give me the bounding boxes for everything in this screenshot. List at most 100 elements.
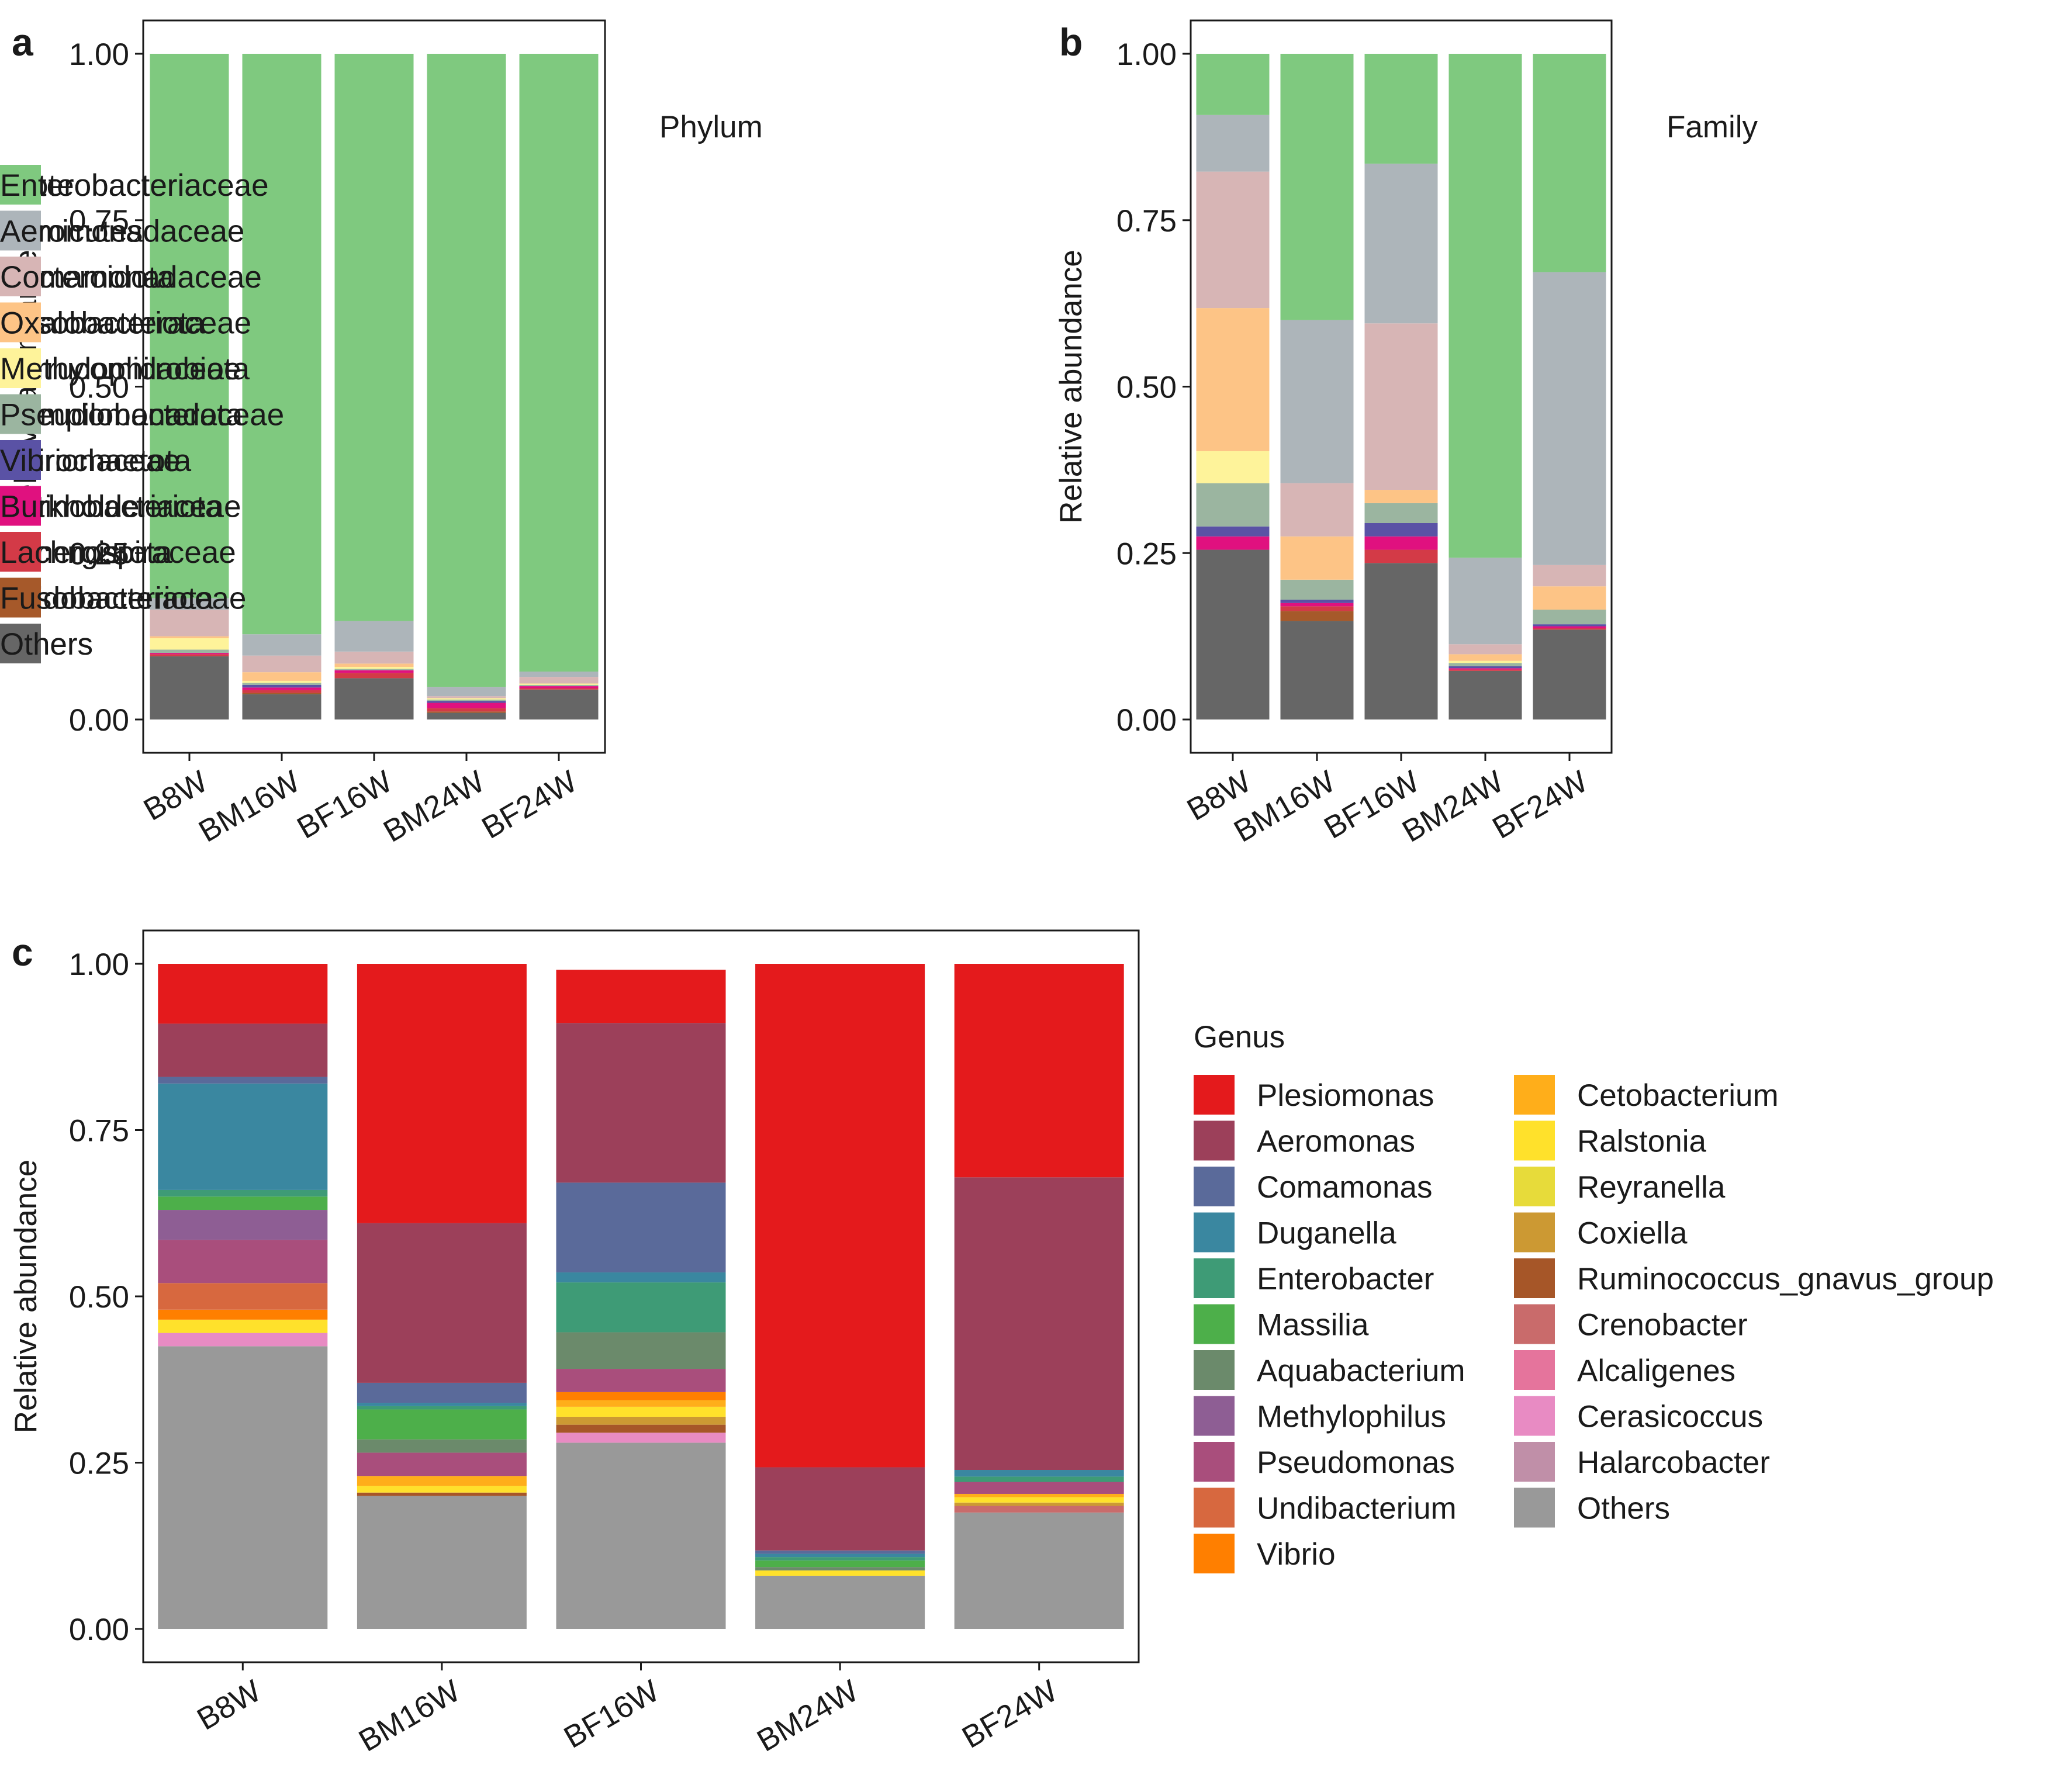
bar-segment-comamonadaceae: [1448, 644, 1522, 655]
bar-segment-lachnospiraceae: [1448, 669, 1522, 671]
bar-segment-enterobacteriaceae: [1448, 54, 1522, 558]
legend-label: Coxiella: [1577, 1216, 1688, 1251]
bar-segment-proteobacteria: [242, 54, 321, 635]
legend-label: Reyranella: [1577, 1170, 1726, 1205]
bar-segment-campilobacterota: [519, 684, 599, 687]
legend-label: Halarcobacter: [1577, 1445, 1770, 1480]
bar-segment-pseudomonas: [556, 1369, 726, 1392]
bar-segment-campilobacterota: [242, 683, 321, 685]
bar-segment-others: [150, 656, 229, 719]
y-axis-title: Relative abundance: [1054, 250, 1088, 524]
bar-segment-others: [242, 694, 321, 719]
bar-segment-vibrio: [158, 1309, 328, 1320]
bar-segment-firmicutes: [242, 634, 321, 656]
bar-segment-others: [1364, 563, 1438, 719]
legend-swatch: [0, 348, 41, 388]
bar-segment-comamonadaceae: [1196, 171, 1270, 309]
y-tick-label: 0.25: [69, 537, 129, 571]
legend-swatch: [0, 486, 41, 526]
bar-segment-campilobacterota: [334, 669, 414, 670]
legend-label: Undibacterium: [1257, 1492, 1457, 1526]
legend-swatch: [0, 257, 41, 296]
bar-segment-coxiella: [556, 1416, 726, 1425]
panel-label: a: [12, 20, 34, 64]
bar-segment-cetobacterium: [357, 1476, 527, 1486]
legend-label: Ruminococcus_gnavus_group: [1577, 1262, 1994, 1296]
bar-segment-enterobacter: [158, 1189, 328, 1197]
bar-segment-burkholderiaceae: [1196, 536, 1270, 550]
bar-segment-pseudomonadaceae: [1533, 610, 1606, 625]
legend-label: Methylophilaceae: [0, 352, 241, 386]
legend-swatch: [1514, 1487, 1555, 1528]
bar-segment-aeromonadaceae: [1448, 558, 1522, 645]
x-tick-label: BM16W: [353, 1673, 466, 1758]
bar-segment-plesiomonas: [357, 964, 527, 1223]
bar-segment-others: [357, 1496, 527, 1629]
y-tick-label: 1.00: [1116, 37, 1177, 72]
bar-segment-comamonas: [158, 1077, 328, 1084]
bar-segment-pseudomonas: [954, 1482, 1124, 1494]
legend-label: Pseudomonas: [1257, 1445, 1455, 1480]
panel-label: c: [12, 930, 33, 974]
legend-label: Duganella: [1257, 1216, 1396, 1251]
legend-label: Lachnospiraceae: [0, 535, 236, 570]
bar-segment-lachnospiraceae: [1364, 549, 1438, 563]
bar-segment-spirochaetota: [242, 684, 321, 688]
bar-segment-duganella: [158, 1083, 328, 1190]
legend-swatch: [1514, 1258, 1555, 1298]
x-tick-label: BF16W: [291, 764, 398, 845]
legend-label: Cerasicoccus: [1577, 1400, 1763, 1434]
bar-segment-synergistota: [150, 654, 229, 656]
legend-swatch: [1514, 1120, 1555, 1161]
bar-segment-others: [158, 1346, 328, 1629]
bar-segment-bacteroidota: [334, 651, 414, 664]
x-tick-label: BF16W: [558, 1673, 665, 1755]
y-tick-label: 0.75: [69, 204, 129, 238]
bar-segment-others: [519, 689, 599, 719]
legend-swatch: [0, 624, 41, 663]
bar-segment-oxalobacteraceae: [1196, 308, 1270, 451]
bar-segment-pseudomonadaceae: [1280, 579, 1354, 600]
bar-segment-aeromonadaceae: [1280, 320, 1354, 483]
legend-label: Oxalobacteraceae: [0, 306, 251, 341]
x-tick-label: BF24W: [476, 764, 583, 845]
bar-segment-actinobacteriota: [334, 670, 414, 673]
bar-segment-pseudomonadaceae: [1448, 663, 1522, 666]
bar-segment-fusobacteriaceae: [1280, 611, 1354, 621]
bar-segment-comamonadaceae: [1280, 483, 1354, 537]
legend-swatch: [0, 302, 41, 343]
bar-segment-duganella: [357, 1403, 527, 1406]
x-tick-label: BM24W: [378, 764, 490, 849]
bar-segment-aquabacterium: [755, 1567, 925, 1570]
legend-label: Plesiomonas: [1257, 1078, 1434, 1113]
y-axis-title: Relative abundance: [9, 1160, 43, 1434]
legend-label: Vibrio: [1257, 1537, 1336, 1572]
legend-label: Comamonas: [1257, 1170, 1432, 1205]
bar-segment-campilobacterota: [427, 699, 506, 701]
bar-segment-methylophilaceae: [1196, 451, 1270, 483]
bar-segment-enterobacteriaceae: [1196, 54, 1270, 115]
bar-segment-vibrionaceae: [1280, 599, 1354, 603]
legend-swatch: [1194, 1396, 1235, 1436]
legend-label: Burkholderiaceae: [0, 490, 241, 524]
bar-segment-aeromonadaceae: [1533, 272, 1606, 565]
legend-swatch: [0, 165, 41, 205]
legend-swatch: [0, 532, 41, 572]
bar-segment-synergistota: [334, 673, 414, 679]
bar-segment-firmicutes: [150, 598, 229, 610]
bar-segment-duganella: [556, 1272, 726, 1283]
bar-segment-ralstonia: [357, 1486, 527, 1493]
legend-swatch: [1194, 1304, 1235, 1344]
bar-segment-pseudomonas: [158, 1240, 328, 1284]
y-tick-label: 0.50: [69, 371, 129, 405]
legend-label: Aquabacterium: [1257, 1354, 1465, 1388]
bar-segment-others: [1448, 670, 1522, 719]
bar-segment-methylophilaceae: [1448, 660, 1522, 663]
y-tick-label: 0.75: [69, 1114, 129, 1148]
bar-segment-bacteroidota: [427, 696, 506, 698]
legend-swatch: [1194, 1075, 1235, 1115]
bar-segment-firmicutes: [519, 671, 599, 677]
bar-segment-verrucomicrobiota: [150, 638, 229, 650]
legend-swatch: [0, 210, 41, 251]
